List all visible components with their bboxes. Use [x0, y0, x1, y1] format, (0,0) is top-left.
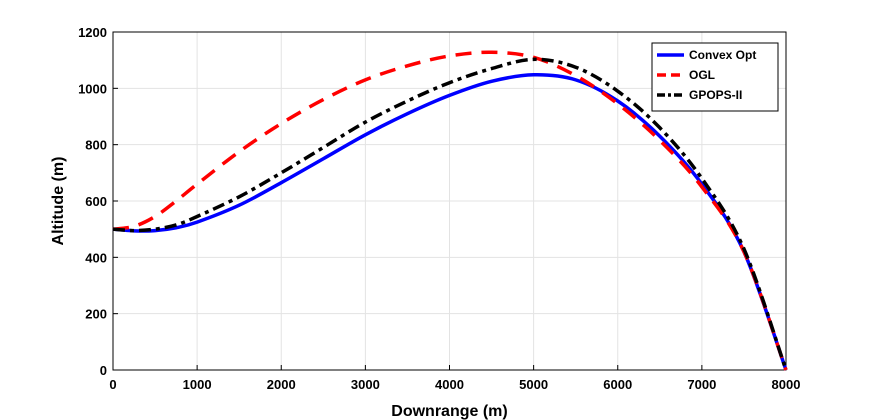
x-tick-label: 3000: [351, 377, 380, 392]
x-tick-label: 8000: [772, 377, 801, 392]
y-tick-label: 400: [85, 250, 107, 265]
legend: Convex Opt OGL GPOPS-II: [651, 42, 779, 112]
y-tick-label: 1000: [78, 81, 107, 96]
x-tick-label: 5000: [519, 377, 548, 392]
y-tick-label: 600: [85, 194, 107, 209]
x-axis-label: Downrange (m): [391, 403, 507, 420]
y-tick-label: 200: [85, 307, 107, 322]
x-tick-label: 1000: [183, 377, 212, 392]
y-tick-label: 800: [85, 138, 107, 153]
series-line-1: [112, 50, 788, 371]
legend-label: GPOPS-II: [689, 88, 742, 102]
series-line-2: [112, 57, 788, 371]
y-tick-label: 0: [100, 363, 107, 378]
legend-label: OGL: [689, 68, 715, 82]
x-tick-label: 7000: [687, 377, 716, 392]
axis-ticks: 0 1000 2000 3000 4000 5000 6000 7000 8000 0 200 400…: [78, 25, 800, 392]
y-tick-label: 1200: [78, 25, 107, 40]
x-tick-label: 4000: [435, 377, 464, 392]
legend-label: Convex Opt: [689, 48, 756, 62]
x-tick-label: 0: [109, 377, 116, 392]
series-lines: [112, 50, 788, 371]
x-tick-label: 6000: [603, 377, 632, 392]
series-line-0: [112, 73, 788, 371]
x-tick-label: 2000: [267, 377, 296, 392]
y-axis-label: Altitude (m): [50, 157, 67, 246]
